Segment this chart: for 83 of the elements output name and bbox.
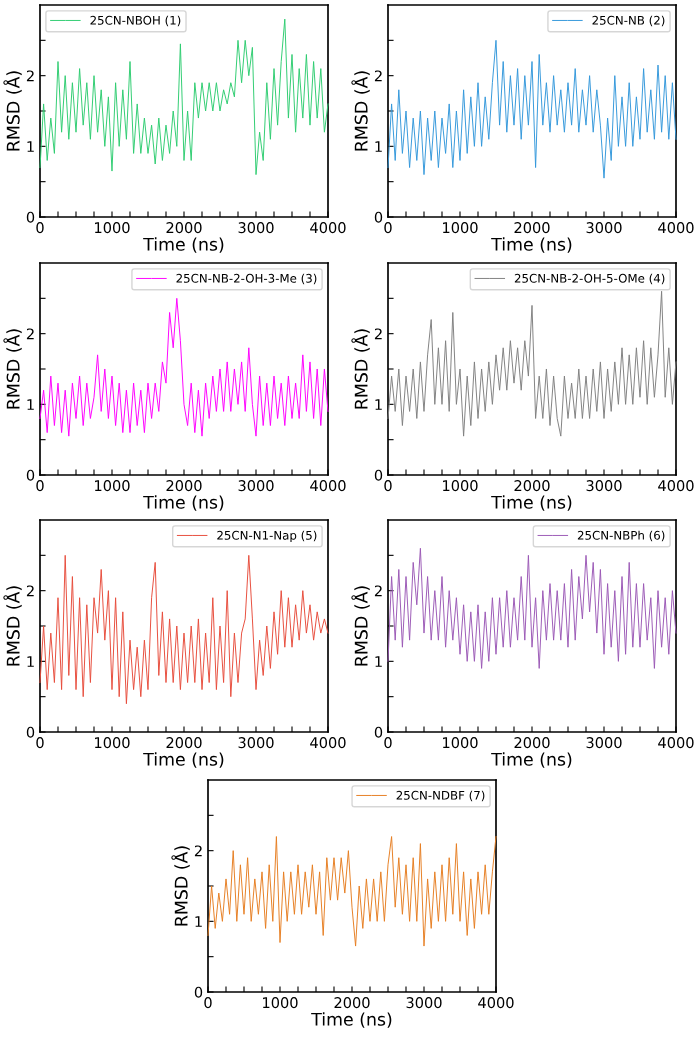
x-tick-label: 4000 bbox=[658, 480, 694, 492]
x-tick-label: 3000 bbox=[238, 737, 274, 749]
legend-label: 25CN-NB (2) bbox=[592, 15, 665, 27]
y-axis-title: RMSD (Å) bbox=[171, 846, 190, 926]
y-tick-label: 0 bbox=[374, 726, 383, 738]
y-tick-label: 2 bbox=[374, 328, 382, 340]
line-series bbox=[207, 836, 497, 947]
y-tick-label: 0 bbox=[26, 726, 35, 738]
x-tick-label: 3000 bbox=[586, 480, 622, 492]
y-tick-label: 1 bbox=[375, 141, 382, 152]
y-axis-title: RMSD (Å) bbox=[3, 71, 22, 151]
legend-label: 25CN-NBOH (1) bbox=[90, 15, 181, 27]
line-series bbox=[39, 297, 329, 437]
x-tick-label: 3000 bbox=[406, 997, 442, 1009]
x-tick-label: 2000 bbox=[514, 737, 550, 749]
x-axis-title: Time (ns) bbox=[491, 237, 572, 253]
x-tick-label: 1000 bbox=[443, 222, 478, 234]
y-tick-label: 1 bbox=[375, 399, 382, 410]
x-tick-label: 3000 bbox=[586, 222, 622, 234]
x-axis-title: Time (ns) bbox=[311, 1012, 392, 1028]
y-axis-title: RMSD (Å) bbox=[351, 71, 370, 151]
y-tick-label: 2 bbox=[194, 845, 202, 857]
line-series bbox=[39, 554, 329, 705]
x-axis-title: Time (ns) bbox=[491, 495, 572, 511]
x-tick-label: 3000 bbox=[586, 737, 622, 749]
y-tick-label: 0 bbox=[374, 211, 383, 223]
y-tick-label: 1 bbox=[27, 656, 34, 667]
y-tick-label: 1 bbox=[27, 141, 34, 152]
x-tick-label: 4000 bbox=[310, 222, 346, 234]
x-tick-label: 4000 bbox=[658, 737, 694, 749]
x-tick-label: 0 bbox=[36, 222, 44, 234]
x-tick-label: 0 bbox=[36, 480, 44, 492]
x-tick-label: 1000 bbox=[95, 737, 130, 749]
x-tick-label: 2000 bbox=[166, 737, 202, 749]
x-tick-label: 4000 bbox=[478, 997, 514, 1009]
legend-label: 25CN-NDBF (7) bbox=[396, 790, 485, 802]
x-tick-label: 2000 bbox=[334, 997, 370, 1009]
line-series bbox=[387, 547, 677, 669]
x-tick-label: 1000 bbox=[263, 997, 298, 1009]
x-tick-label: 0 bbox=[384, 737, 392, 749]
y-tick-label: 2 bbox=[26, 70, 34, 82]
x-tick-label: 1000 bbox=[443, 737, 478, 749]
y-tick-label: 2 bbox=[26, 328, 34, 340]
y-tick-label: 2 bbox=[26, 585, 34, 597]
line-series bbox=[387, 290, 677, 437]
legend-label: 25CN-NB-2-OH-3-Me (3) bbox=[176, 273, 317, 285]
x-tick-label: 1000 bbox=[443, 480, 478, 492]
y-tick-label: 0 bbox=[194, 986, 203, 998]
x-tick-label: 0 bbox=[36, 737, 44, 749]
legend-label: 25CN-N1-Nap (5) bbox=[217, 530, 317, 543]
x-tick-label: 0 bbox=[384, 480, 392, 492]
y-tick-label: 1 bbox=[375, 656, 382, 667]
y-axis-title: RMSD (Å) bbox=[351, 329, 370, 409]
x-axis-title: Time (ns) bbox=[143, 237, 224, 253]
x-tick-label: 4000 bbox=[658, 222, 694, 234]
x-axis-title: Time (ns) bbox=[143, 495, 224, 511]
x-tick-label: 2000 bbox=[514, 480, 550, 492]
x-tick-label: 1000 bbox=[95, 480, 130, 492]
x-tick-label: 2000 bbox=[166, 480, 202, 492]
y-tick-label: 2 bbox=[374, 585, 382, 597]
y-tick-label: 1 bbox=[195, 916, 202, 927]
legend-label: 25CN-NBPh (6) bbox=[577, 530, 665, 542]
line-series bbox=[387, 39, 677, 179]
x-axis-title: Time (ns) bbox=[491, 752, 572, 768]
x-tick-label: 3000 bbox=[238, 222, 274, 234]
y-tick-label: 0 bbox=[26, 211, 35, 223]
x-tick-label: 4000 bbox=[310, 480, 346, 492]
y-axis-title: RMSD (Å) bbox=[3, 586, 22, 666]
y-axis-title: RMSD (Å) bbox=[351, 586, 370, 666]
y-tick-label: 2 bbox=[374, 70, 382, 82]
y-axis-title: RMSD (Å) bbox=[3, 329, 22, 409]
x-axis-title: Time (ns) bbox=[143, 752, 224, 768]
x-tick-label: 0 bbox=[204, 997, 212, 1009]
y-tick-label: 0 bbox=[26, 469, 35, 481]
legend-label: 25CN-NB-2-OH-5-OMe (4) bbox=[514, 273, 665, 285]
x-tick-label: 2000 bbox=[166, 222, 202, 234]
x-tick-label: 1000 bbox=[95, 222, 130, 234]
y-tick-label: 1 bbox=[27, 399, 34, 410]
x-tick-label: 2000 bbox=[514, 222, 550, 234]
x-tick-label: 4000 bbox=[310, 737, 346, 749]
x-tick-label: 0 bbox=[384, 222, 392, 234]
x-tick-label: 3000 bbox=[238, 480, 274, 492]
y-tick-label: 0 bbox=[374, 469, 383, 481]
